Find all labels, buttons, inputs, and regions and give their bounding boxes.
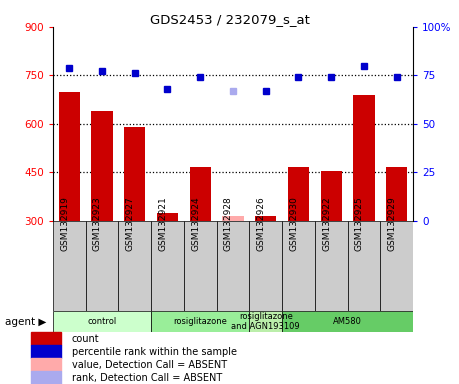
Bar xyxy=(85,221,118,311)
Text: GSM132930: GSM132930 xyxy=(290,196,298,251)
Bar xyxy=(53,27,85,221)
Bar xyxy=(381,221,413,311)
Text: rank, Detection Call = ABSENT: rank, Detection Call = ABSENT xyxy=(72,372,222,382)
Bar xyxy=(31,345,61,358)
Bar xyxy=(282,311,413,332)
Bar xyxy=(347,27,381,221)
Bar xyxy=(222,216,244,221)
Bar xyxy=(31,358,61,371)
Bar xyxy=(31,371,61,384)
Text: count: count xyxy=(72,334,99,344)
Text: GSM132923: GSM132923 xyxy=(93,196,102,251)
Bar xyxy=(217,221,249,311)
Bar xyxy=(157,213,178,221)
Bar xyxy=(353,95,375,221)
Bar xyxy=(249,27,282,221)
Text: GSM132927: GSM132927 xyxy=(126,196,134,251)
Text: GSM132921: GSM132921 xyxy=(158,196,168,251)
Text: value, Detection Call = ABSENT: value, Detection Call = ABSENT xyxy=(72,359,227,369)
Bar xyxy=(288,167,309,221)
Bar xyxy=(151,311,249,332)
Bar xyxy=(217,27,249,221)
Text: GSM132929: GSM132929 xyxy=(388,196,397,251)
Bar xyxy=(282,221,315,311)
Bar xyxy=(282,27,315,221)
Bar xyxy=(249,311,282,332)
Bar xyxy=(58,91,80,221)
Bar xyxy=(124,127,146,221)
Text: percentile rank within the sample: percentile rank within the sample xyxy=(72,347,236,357)
Bar xyxy=(255,216,276,221)
Text: GSM132925: GSM132925 xyxy=(355,196,364,251)
Text: GSM132928: GSM132928 xyxy=(224,196,233,251)
Bar xyxy=(249,221,282,311)
Text: rosiglitazone
and AGN193109: rosiglitazone and AGN193109 xyxy=(231,312,300,331)
Bar xyxy=(184,221,217,311)
Bar xyxy=(347,221,381,311)
Bar xyxy=(315,27,347,221)
Bar xyxy=(151,221,184,311)
Bar xyxy=(320,171,342,221)
Bar xyxy=(53,311,151,332)
Bar xyxy=(118,27,151,221)
Bar xyxy=(91,111,112,221)
Bar xyxy=(31,333,61,345)
Bar xyxy=(386,167,408,221)
Text: GSM132922: GSM132922 xyxy=(322,196,331,251)
Text: GSM132926: GSM132926 xyxy=(257,196,266,251)
Text: control: control xyxy=(87,317,117,326)
Text: GSM132919: GSM132919 xyxy=(60,196,69,251)
Bar xyxy=(85,27,118,221)
Text: GDS2453 / 232079_s_at: GDS2453 / 232079_s_at xyxy=(150,13,309,26)
Bar xyxy=(151,27,184,221)
Bar xyxy=(118,221,151,311)
Bar xyxy=(315,221,347,311)
Text: agent ▶: agent ▶ xyxy=(5,316,46,327)
Text: rosiglitazone: rosiglitazone xyxy=(173,317,227,326)
Bar xyxy=(381,27,413,221)
Text: GSM132924: GSM132924 xyxy=(191,196,200,251)
Bar xyxy=(184,27,217,221)
Bar xyxy=(53,221,85,311)
Bar xyxy=(190,167,211,221)
Text: AM580: AM580 xyxy=(333,317,362,326)
